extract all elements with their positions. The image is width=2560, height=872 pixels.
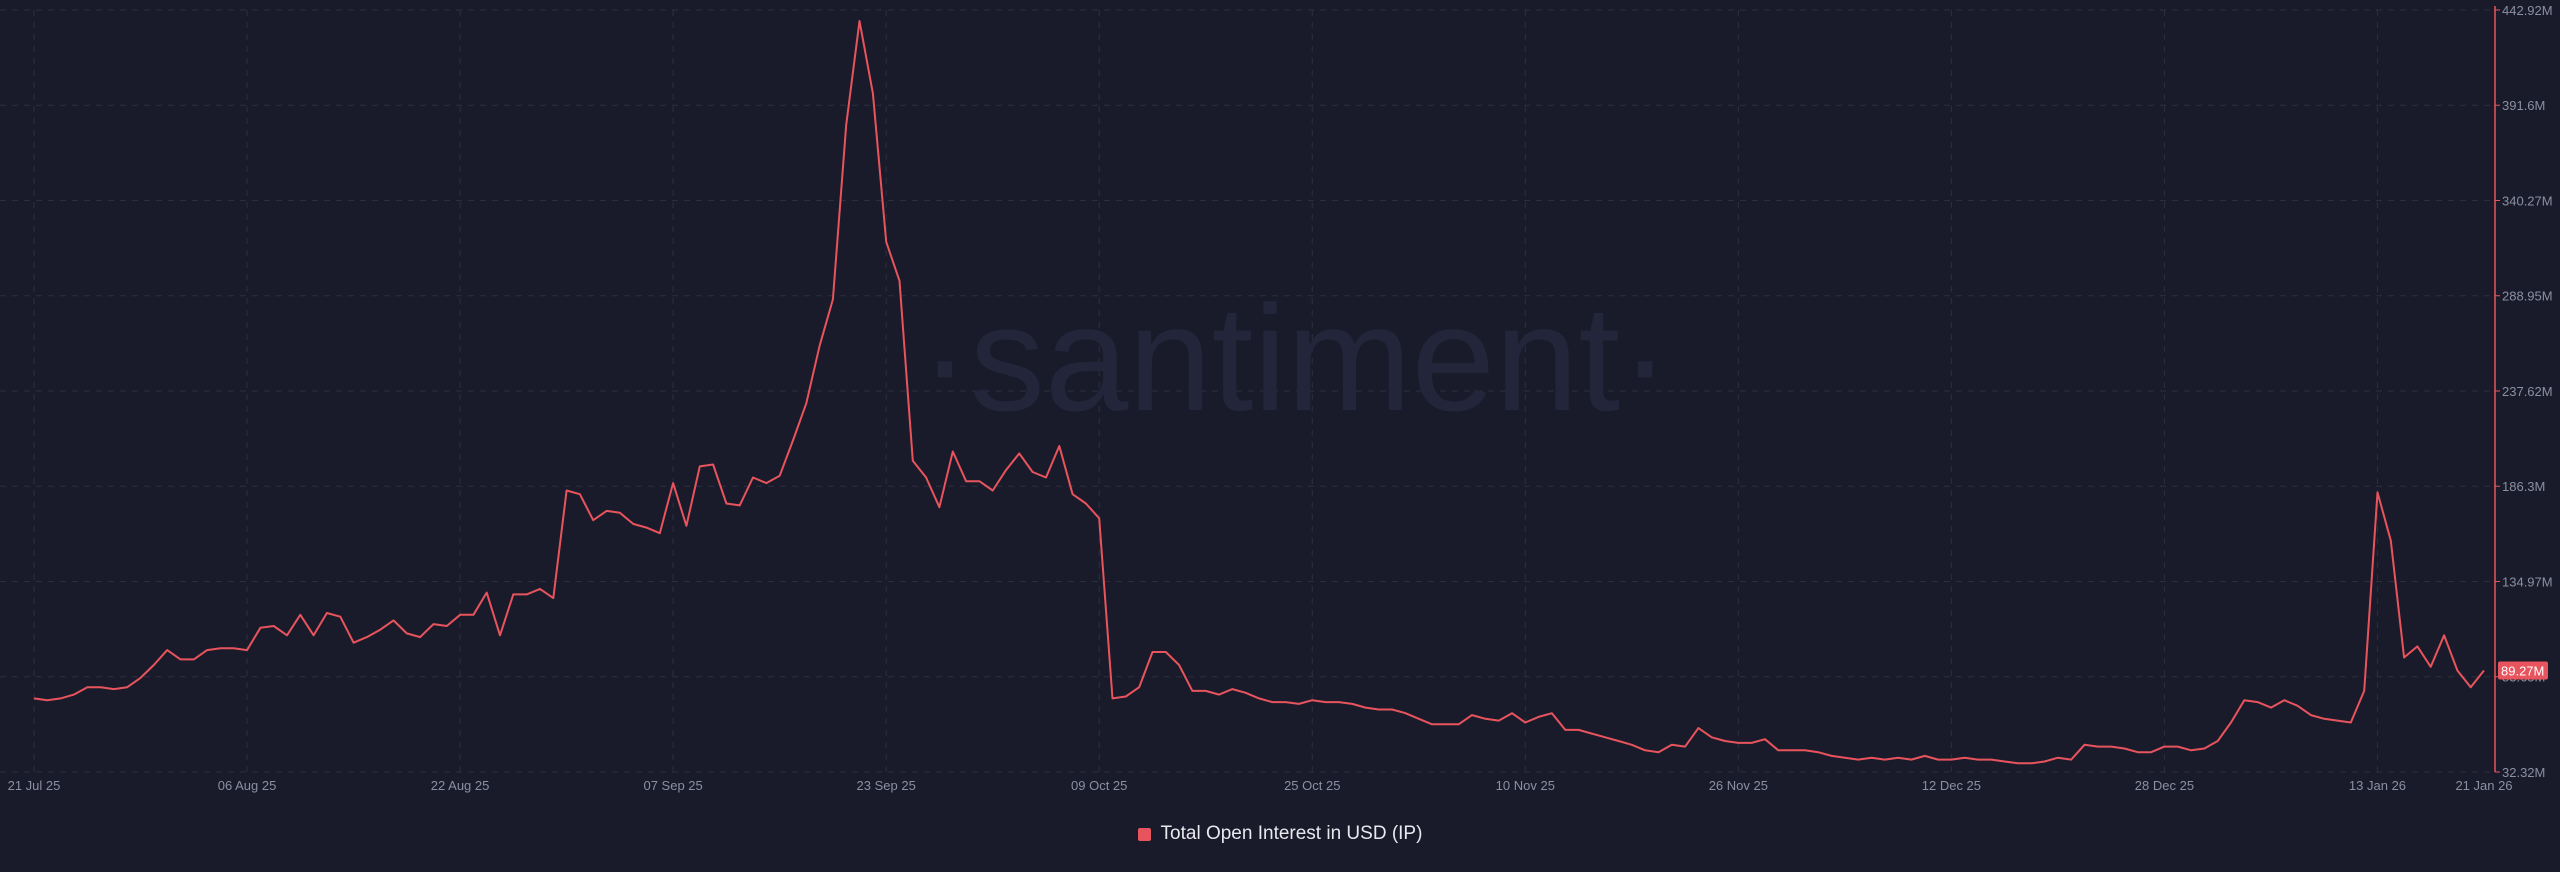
y-tick-label: 237.62M xyxy=(2502,384,2553,399)
x-tick-label: 12 Dec 25 xyxy=(1922,778,1981,793)
y-axis-ticks: 442.92M 391.6M 340.27M 288.95M 237.62M 186.3M… xyxy=(2495,3,2553,780)
watermark-logo: ·santiment· xyxy=(920,274,1670,442)
x-tick-label: 10 Nov 25 xyxy=(1496,778,1555,793)
legend-label: Total Open Interest in USD (IP) xyxy=(1160,823,1423,844)
legend[interactable]: Total Open Interest in USD (IP) xyxy=(0,820,2560,848)
x-tick-label: 28 Dec 25 xyxy=(2135,778,2194,793)
x-tick-label: 07 Sep 25 xyxy=(643,778,702,793)
x-tick-label: 09 Oct 25 xyxy=(1071,778,1127,793)
x-tick-label: 21 Jan 26 xyxy=(2455,778,2512,793)
x-tick-label: 25 Oct 25 xyxy=(1284,778,1340,793)
y-tick-label: 32.32M xyxy=(2502,765,2545,780)
x-tick-label: 21 Jul 25 xyxy=(8,778,61,793)
y-tick-label: 391.6M xyxy=(2502,98,2545,113)
x-tick-label: 26 Nov 25 xyxy=(1709,778,1768,793)
x-tick-label: 23 Sep 25 xyxy=(857,778,916,793)
y-tick-label: 288.95M xyxy=(2502,289,2553,304)
series-line-total-open-interest[interactable] xyxy=(33,20,2485,765)
x-tick-label: 22 Aug 25 xyxy=(431,778,490,793)
last-value-badge: 89.27M xyxy=(2498,661,2548,680)
legend-swatch-icon xyxy=(1137,827,1151,841)
y-tick-label: 186.3M xyxy=(2502,479,2545,494)
x-axis-ticks: 21 Jul 25 06 Aug 25 22 Aug 25 07 Sep 25 23 S… xyxy=(8,778,2513,793)
y-tick-label: 134.97M xyxy=(2502,575,2553,590)
y-tick-label: 340.27M xyxy=(2502,194,2553,209)
last-value-badge-box xyxy=(2498,661,2548,680)
last-value-label: 89.27M xyxy=(2501,664,2544,679)
x-tick-label: 13 Jan 26 xyxy=(2349,778,2406,793)
x-tick-label: 06 Aug 25 xyxy=(218,778,277,793)
y-tick-label: 442.92M xyxy=(2502,3,2553,18)
